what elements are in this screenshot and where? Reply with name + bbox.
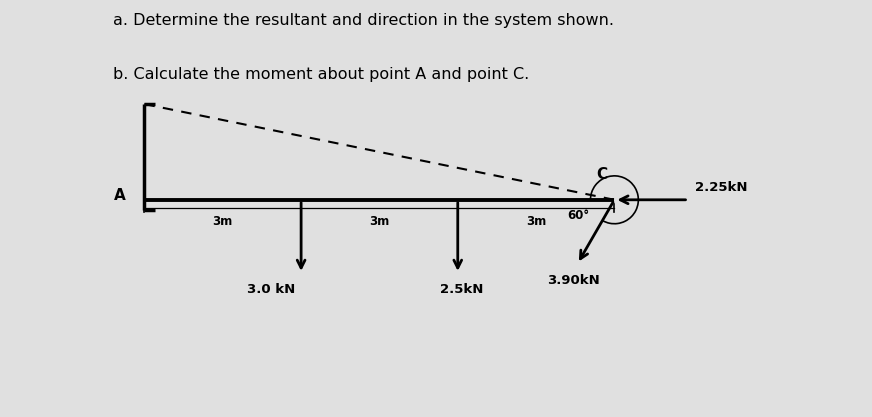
Text: a. Determine the resultant and direction in the system shown.: a. Determine the resultant and direction… bbox=[113, 13, 615, 28]
Text: 3.90kN: 3.90kN bbox=[547, 274, 599, 287]
Text: 3m: 3m bbox=[213, 216, 233, 229]
Text: A: A bbox=[113, 188, 126, 203]
Text: 3m: 3m bbox=[370, 216, 390, 229]
Text: 3m: 3m bbox=[526, 216, 546, 229]
Text: 2.5kN: 2.5kN bbox=[440, 283, 484, 296]
Text: C: C bbox=[596, 167, 607, 182]
Text: b. Calculate the moment about point A and point C.: b. Calculate the moment about point A an… bbox=[113, 67, 529, 82]
Text: 2.25kN: 2.25kN bbox=[695, 181, 748, 194]
Text: 60°: 60° bbox=[567, 209, 589, 222]
Text: 3.0 kN: 3.0 kN bbox=[247, 283, 295, 296]
